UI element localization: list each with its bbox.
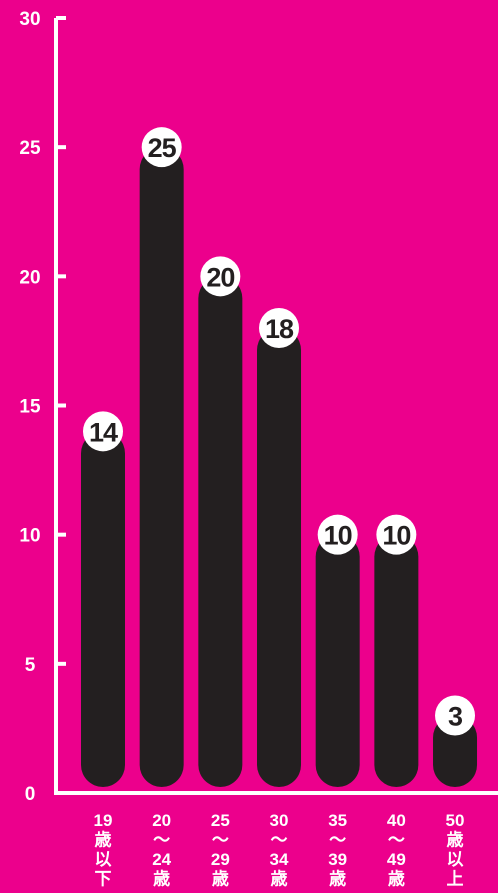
category-label: 〜 — [329, 831, 346, 850]
category-label: 〜 — [271, 831, 288, 850]
category-label: 以 — [95, 850, 112, 869]
category-label: 歳 — [329, 869, 346, 889]
category-label: 歳 — [212, 869, 229, 889]
category-label: 30 — [270, 811, 289, 830]
bar — [433, 715, 478, 787]
value-bubble — [200, 256, 241, 297]
category-label: 24 — [152, 850, 171, 869]
bars — [81, 147, 478, 787]
category-label: 歳 — [271, 869, 288, 889]
category-label: 〜 — [388, 831, 405, 850]
y-tick-label: 0 — [25, 784, 36, 805]
value-label: 10 — [382, 521, 410, 551]
category-label: 下 — [95, 870, 112, 889]
category-label: 49 — [387, 850, 406, 869]
category-label: 39 — [328, 850, 347, 869]
category-label: 20 — [152, 811, 171, 830]
category-label: 34 — [270, 850, 289, 869]
category-label: 〜 — [212, 831, 229, 850]
category-label: 29 — [211, 850, 230, 869]
bar — [374, 534, 419, 787]
value-bubble — [83, 411, 123, 452]
category-label: 以 — [447, 850, 464, 869]
bar — [257, 328, 302, 787]
labels: 1419歳以下2520〜24歳2025〜29歳1830〜34歳1035〜39歳1… — [83, 127, 476, 889]
value-label: 18 — [265, 314, 294, 344]
category-label: 25 — [211, 811, 230, 830]
value-bubble — [259, 308, 300, 348]
y-tick-label: 5 — [25, 655, 36, 676]
value-label: 3 — [448, 702, 463, 732]
value-bubble — [435, 695, 476, 736]
value-label: 14 — [89, 417, 118, 447]
value-label: 10 — [324, 521, 352, 551]
category-label: 19 — [94, 811, 113, 830]
bar — [139, 147, 184, 787]
value-label: 25 — [148, 133, 177, 163]
bar — [81, 431, 125, 787]
value-bubble — [317, 514, 358, 555]
axes: 0 5 10 15 20 25 30 — [19, 9, 498, 805]
y-tick-label: 25 — [19, 138, 41, 159]
value-bubble — [141, 127, 182, 168]
category-label: 上 — [447, 870, 464, 889]
y-tick-label: 10 — [19, 526, 40, 547]
category-label: 40 — [387, 811, 406, 830]
category-label: 歳 — [388, 869, 405, 889]
value-label: 20 — [206, 262, 234, 292]
category-label: 35 — [328, 811, 347, 830]
category-label: 歳 — [447, 830, 464, 850]
y-tick-label: 20 — [19, 267, 40, 288]
y-tick-label: 30 — [19, 9, 40, 30]
bar — [315, 534, 360, 787]
category-label: 歳 — [95, 830, 112, 850]
category-label: 〜 — [153, 831, 170, 850]
category-label: 50 — [446, 811, 465, 830]
value-bubble — [376, 514, 417, 555]
category-label: 歳 — [153, 869, 170, 889]
y-tick-label: 15 — [19, 397, 41, 418]
bar — [198, 276, 243, 787]
